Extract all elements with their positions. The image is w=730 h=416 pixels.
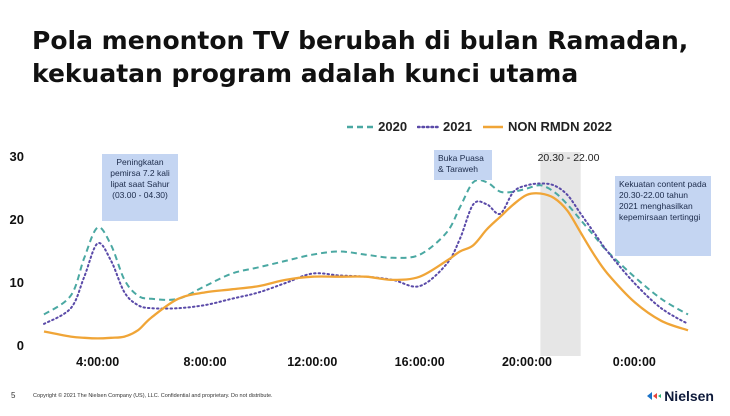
highlight-band [540,152,581,356]
nielsen-logo: Nielsen [647,388,714,404]
chart-legend: 2020 2021 NON RMDN 2022 [336,119,612,134]
x-tick-label-3: 16:00:00 [395,355,445,369]
annotation-sahur: Peningkatan pemirsa 7.2 kali lipat saat … [102,154,178,221]
legend-label-2021: 2021 [443,119,472,134]
x-tick-label-1: 8:00:00 [183,355,226,369]
x-tick-label-4: 20:00:00 [502,355,552,369]
page-number: 5 [11,391,16,400]
series-line-non-rmdn-2022 [43,192,689,340]
annotation-prime-time: Kekuatan content pada 20.30-22.00 tahun … [615,176,711,256]
series-line-2020 [43,178,689,316]
legend-swatch-2021 [417,125,440,128]
legend-item-2020: 2020 [346,119,407,134]
x-tick-label-0: 4:00:00 [76,355,119,369]
title-line-2: kekuatan program adalah kunci utama [32,59,579,88]
legend-item-2021: 2021 [417,119,472,134]
annotation-buka-puasa: Buka Puasa & Taraweh [434,150,492,180]
legend-item-non-rmdn-2022: NON RMDN 2022 [482,119,612,134]
annotation-sahur-text: Peningkatan pemirsa 7.2 kali lipat saat … [110,157,170,200]
y-tick-label-0: 0 [17,338,24,353]
legend-swatch-2020 [347,125,374,128]
slide-title: Pola menonton TV berubah di bulan Ramada… [32,24,692,90]
y-tick-label-10: 10 [10,275,24,290]
annotation-buka-text: Buka Puasa & Taraweh [438,153,484,174]
y-tick-label-20: 20 [10,212,24,227]
title-line-1: Pola menonton TV berubah di bulan Ramada… [32,26,689,55]
nielsen-logo-icon [647,392,662,400]
legend-swatch-non-rmdn-2022 [482,125,503,128]
y-tick-label-30: 30 [10,149,24,164]
highlight-band-label: 20.30 - 22.00 [538,152,600,164]
x-tick-label-5: 0:00:00 [613,355,656,369]
copyright-text: Copyright © 2021 The Nielsen Company (US… [33,393,273,399]
series-line-2021 [43,182,689,325]
x-tick-label-2: 12:00:00 [287,355,337,369]
legend-label-non-rmdn-2022: NON RMDN 2022 [507,119,612,134]
nielsen-logo-text: Nielsen [664,388,714,404]
annotation-prime-text: Kekuatan content pada 20.30-22.00 tahun … [619,179,707,222]
legend-label-2020: 2020 [378,119,408,134]
slide-footer: 5 Copyright © 2021 The Nielsen Company (… [0,386,730,412]
